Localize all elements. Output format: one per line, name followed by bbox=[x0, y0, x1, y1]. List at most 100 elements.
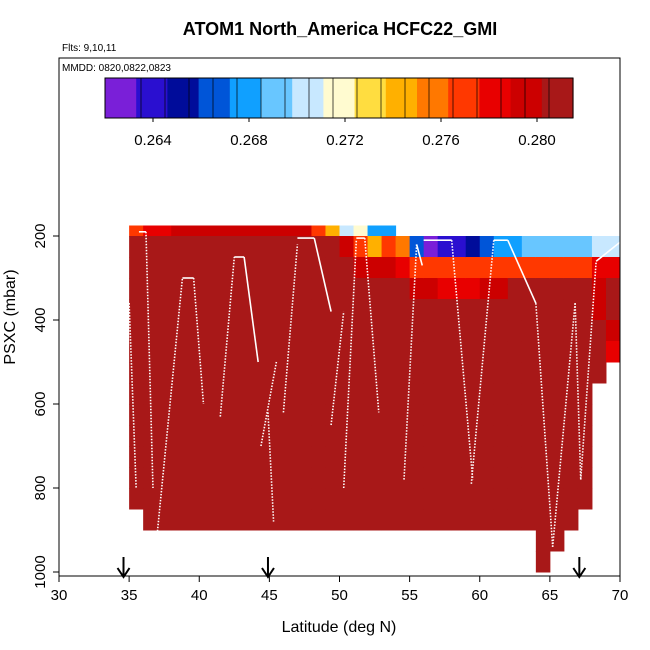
heatmap-cell bbox=[423, 341, 439, 363]
flight-track-segment bbox=[128, 303, 137, 489]
heatmap-cell bbox=[423, 467, 439, 489]
heatmap-cell bbox=[339, 488, 355, 510]
heatmap-cell bbox=[395, 299, 411, 321]
colorbar-tick-label: 0.268 bbox=[230, 132, 268, 149]
colorbar-swatch bbox=[385, 78, 418, 118]
heatmap-cell bbox=[507, 425, 523, 447]
heatmap-cell bbox=[479, 320, 495, 342]
heatmap-cell bbox=[563, 278, 579, 300]
flight-tracks bbox=[125, 231, 621, 547]
heatmap-cell bbox=[339, 320, 355, 342]
heatmap-cell bbox=[465, 257, 481, 279]
heatmap-cell bbox=[563, 257, 579, 279]
heatmap-cell bbox=[381, 404, 397, 426]
heatmap-cell bbox=[423, 299, 439, 321]
heatmap-cell bbox=[143, 446, 172, 468]
heatmap-cell bbox=[353, 341, 369, 363]
heatmap-cell bbox=[605, 299, 621, 321]
heatmap-cell bbox=[395, 467, 411, 489]
heatmap-cell bbox=[325, 509, 340, 531]
heatmap-cell bbox=[311, 509, 326, 531]
heatmap-cell bbox=[325, 446, 340, 468]
heatmap-cell bbox=[381, 362, 397, 384]
heatmap-cell bbox=[549, 236, 565, 258]
heatmap-cell bbox=[367, 446, 383, 468]
heatmap-cell bbox=[129, 446, 144, 468]
heatmap-cell bbox=[465, 446, 481, 468]
heatmap-cell bbox=[409, 509, 425, 531]
heatmap-cell bbox=[549, 404, 565, 426]
heatmap-cell bbox=[325, 362, 340, 384]
heatmap-cell bbox=[353, 299, 369, 321]
heatmap-cell bbox=[423, 446, 439, 468]
heatmap-cell bbox=[129, 299, 144, 321]
heatmap-cell bbox=[171, 257, 312, 279]
colorbar-swatch bbox=[136, 78, 168, 118]
heatmap-cell bbox=[521, 509, 537, 531]
heatmap-cell bbox=[563, 425, 579, 447]
arrow-head bbox=[572, 567, 587, 579]
heatmap-cell bbox=[479, 467, 495, 489]
heatmap-cell bbox=[143, 362, 172, 384]
heatmap-cell bbox=[521, 362, 537, 384]
heatmap-cell bbox=[129, 404, 144, 426]
heatmap-cell bbox=[577, 383, 593, 405]
arrow-head bbox=[116, 567, 131, 579]
heatmap-cell bbox=[423, 236, 439, 258]
heatmap-cell bbox=[507, 488, 523, 510]
heatmap-cell bbox=[143, 299, 172, 321]
heatmap-cell bbox=[381, 509, 397, 531]
heatmap-cell bbox=[535, 341, 551, 363]
heatmap-cell bbox=[479, 362, 495, 384]
heatmap-cell bbox=[339, 509, 355, 531]
heatmap-cell bbox=[549, 467, 565, 489]
y-tick-label: 1000 bbox=[32, 555, 49, 588]
colorbar-tick-label: 0.280 bbox=[518, 132, 556, 149]
heatmap-cell bbox=[591, 341, 607, 363]
heatmap-cell bbox=[395, 257, 411, 279]
heatmap-cell bbox=[535, 278, 551, 300]
x-tick-label: 60 bbox=[471, 587, 488, 604]
heatmap-cell bbox=[465, 341, 481, 363]
heatmap-cell bbox=[507, 299, 523, 321]
heatmap-cell bbox=[353, 509, 369, 531]
heatmap-cell bbox=[409, 257, 425, 279]
heatmap-cell bbox=[437, 257, 453, 279]
heatmap-cell bbox=[367, 467, 383, 489]
heatmap-cell bbox=[493, 341, 509, 363]
heatmap-cell bbox=[465, 278, 481, 300]
heatmap-cell bbox=[465, 467, 481, 489]
heatmap-cell bbox=[507, 404, 523, 426]
flight-track-segment bbox=[267, 412, 275, 522]
heatmap-cell bbox=[535, 488, 551, 510]
heatmap-cell bbox=[423, 404, 439, 426]
heatmap-cell bbox=[339, 362, 355, 384]
heatmap-cell bbox=[311, 446, 326, 468]
x-tick-label: 70 bbox=[612, 587, 629, 604]
heatmap-cell bbox=[507, 257, 523, 279]
x-tick-label: 40 bbox=[191, 587, 208, 604]
heatmap-cell bbox=[171, 362, 312, 384]
heatmap-cell bbox=[367, 257, 383, 279]
heatmap-cell bbox=[493, 446, 509, 468]
y-tick-label: 400 bbox=[32, 307, 49, 332]
heatmap-cell bbox=[549, 257, 565, 279]
heatmap-cell bbox=[563, 488, 579, 510]
heatmap-cell bbox=[171, 341, 312, 363]
heatmap-cell bbox=[563, 509, 579, 531]
heatmap-cell bbox=[381, 341, 397, 363]
heatmap-cell bbox=[353, 488, 369, 510]
heatmap-cell bbox=[423, 257, 439, 279]
heatmap-cell bbox=[451, 278, 467, 300]
heatmap-cell bbox=[493, 425, 509, 447]
heatmap-cell bbox=[521, 299, 537, 321]
heatmap-cell bbox=[353, 362, 369, 384]
heatmap-cell bbox=[563, 446, 579, 468]
heatmap-cell bbox=[451, 362, 467, 384]
heatmap-cell bbox=[437, 509, 453, 531]
flight-track-segment bbox=[415, 244, 424, 266]
colorbar-swatch bbox=[323, 78, 356, 118]
heatmap-cell bbox=[311, 225, 326, 237]
heatmap-cell bbox=[535, 425, 551, 447]
heatmap-cell bbox=[493, 278, 509, 300]
